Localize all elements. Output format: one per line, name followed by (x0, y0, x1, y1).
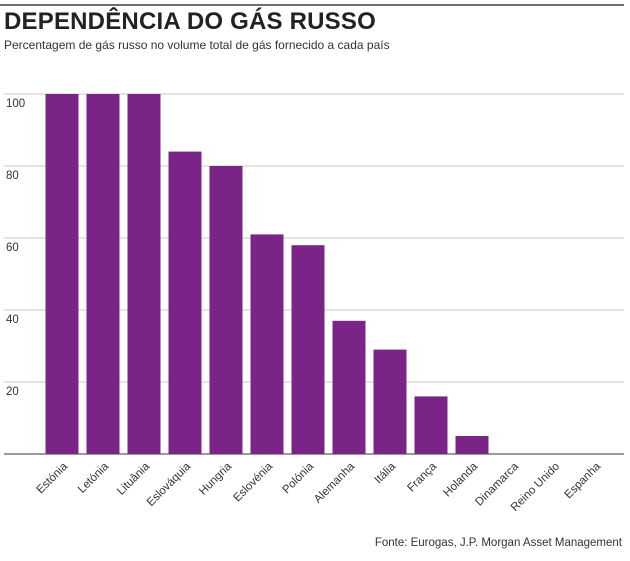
chart-title: DEPENDÊNCIA DO GÁS RUSSO (4, 8, 376, 35)
y-tick-label: 60 (6, 242, 19, 254)
bars-layer (45, 94, 489, 454)
x-tick-label: Estónia (35, 460, 71, 496)
x-tick-label: Polónia (281, 460, 317, 496)
bar (455, 436, 489, 454)
bar (291, 245, 325, 454)
x-tick-label: Espanha (563, 460, 604, 501)
bar (414, 396, 448, 454)
x-tick-label: Eslovénia (231, 460, 275, 504)
bar (332, 320, 366, 454)
x-tick-label: Itália (372, 460, 398, 486)
x-tick-label: Eslováquia (145, 460, 194, 509)
y-tick-labels: 20 40 60 80 100 (6, 98, 25, 398)
x-tick-label: Hungria (197, 460, 234, 497)
bar (127, 94, 161, 454)
bar (45, 94, 79, 454)
bar (168, 151, 202, 454)
x-tick-label: França (405, 460, 439, 494)
x-tick-label: Alemanha (312, 460, 358, 506)
bar (86, 94, 120, 454)
bar (373, 349, 407, 454)
source-note: Fonte: Eurogas, J.P. Morgan Asset Manage… (374, 537, 622, 549)
x-tick-label: Letónia (76, 460, 112, 496)
y-tick-label: 20 (6, 386, 19, 398)
chart-subtitle: Percentagem de gás russo no volume total… (4, 38, 390, 52)
y-tick-label: 80 (6, 170, 19, 182)
x-tick-label: Lituânia (115, 460, 152, 497)
x-tick-label: Holanda (441, 460, 480, 499)
top-rule (0, 4, 624, 6)
bar (209, 166, 243, 454)
bar (250, 234, 284, 454)
y-tick-label: 100 (6, 98, 25, 110)
y-tick-label: 40 (6, 314, 19, 326)
